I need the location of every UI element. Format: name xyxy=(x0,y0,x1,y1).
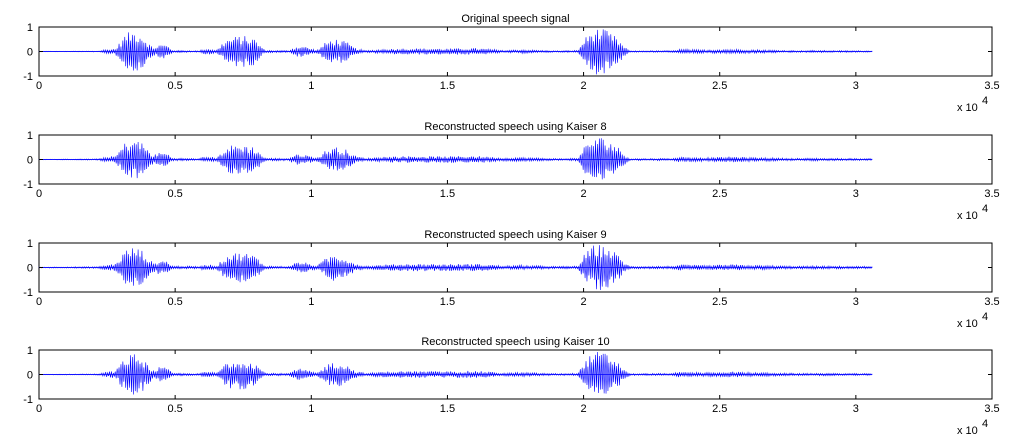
x-tick-label: 0 xyxy=(36,188,42,200)
x-tick-label: 3 xyxy=(853,403,859,415)
x-tick-label: 0.5 xyxy=(167,188,182,200)
y-tick-label: 0 xyxy=(27,370,33,382)
x-tick-label: 1 xyxy=(308,188,314,200)
x-tick-label: 2.5 xyxy=(712,188,727,200)
x-tick-label: 2.5 xyxy=(712,296,727,308)
x-tick-label: 3.5 xyxy=(984,188,999,200)
y-tick-label: -1 xyxy=(23,287,33,299)
x-tick-label: 0.5 xyxy=(167,296,182,308)
x-multiplier-exponent: 4 xyxy=(982,95,988,107)
x-tick-label: 1 xyxy=(308,80,314,92)
x-multiplier-label: x 10 xyxy=(957,318,978,330)
x-tick-label: 1.5 xyxy=(440,403,455,415)
signal-line xyxy=(38,245,873,290)
x-tick-label: 3.5 xyxy=(984,296,999,308)
subplot-title: Reconstructed speech using Kaiser 10 xyxy=(421,336,609,348)
x-multiplier-exponent: 4 xyxy=(982,418,988,430)
x-tick-label: 0.5 xyxy=(167,80,182,92)
x-tick-label: 1 xyxy=(308,403,314,415)
y-tick-label: 1 xyxy=(27,345,33,357)
subplot-3: Reconstructed speech using Kaiser 9 0 0.5 1… xyxy=(23,229,999,330)
x-tick-label: 0.5 xyxy=(167,403,182,415)
subplot-4: Reconstructed speech using Kaiser 10 0 0.5… xyxy=(23,336,999,437)
y-tick-label: 1 xyxy=(27,22,33,34)
x-tick-label: 3 xyxy=(853,80,859,92)
signal-line xyxy=(38,352,873,395)
x-multiplier-exponent: 4 xyxy=(982,203,988,215)
x-tick-label: 0 xyxy=(36,403,42,415)
y-tick-label: 0 xyxy=(27,263,33,275)
x-tick-label: 1.5 xyxy=(440,188,455,200)
x-multiplier-exponent: 4 xyxy=(982,311,988,323)
y-tick-label: 1 xyxy=(27,130,33,142)
x-tick-label: 2 xyxy=(581,188,587,200)
x-tick-label: 1.5 xyxy=(440,296,455,308)
subplot-title: Reconstructed speech using Kaiser 9 xyxy=(424,229,606,241)
y-tick-label: -1 xyxy=(23,71,33,83)
x-multiplier-label: x 10 xyxy=(957,425,978,437)
x-multiplier-label: x 10 xyxy=(957,102,978,114)
x-tick-label: 3 xyxy=(853,296,859,308)
y-tick-label: 0 xyxy=(27,155,33,167)
y-tick-label: 1 xyxy=(27,238,33,250)
x-tick-label: 2 xyxy=(581,403,587,415)
x-tick-label: 2 xyxy=(581,80,587,92)
y-tick-label: 0 xyxy=(27,47,33,59)
x-tick-label: 2 xyxy=(581,296,587,308)
signal-line xyxy=(38,29,873,75)
x-tick-label: 1 xyxy=(308,296,314,308)
subplot-title: Original speech signal xyxy=(461,13,569,25)
x-multiplier-label: x 10 xyxy=(957,210,978,222)
subplot-1: Original speech signal 0 0.5 1 1.5 2 2.5 3 3.5 -1… xyxy=(23,13,999,114)
x-tick-label: 2.5 xyxy=(712,403,727,415)
signal-line xyxy=(38,138,873,180)
y-tick-label: -1 xyxy=(23,394,33,406)
x-tick-label: 0 xyxy=(36,80,42,92)
x-tick-label: 1.5 xyxy=(440,80,455,92)
subplot-title: Reconstructed speech using Kaiser 8 xyxy=(424,121,606,133)
x-tick-label: 3.5 xyxy=(984,403,999,415)
x-tick-label: 2.5 xyxy=(712,80,727,92)
x-tick-label: 0 xyxy=(36,296,42,308)
subplot-2: Reconstructed speech using Kaiser 8 0 0.5 1… xyxy=(23,121,999,222)
y-tick-label: -1 xyxy=(23,179,33,191)
x-tick-label: 3 xyxy=(853,188,859,200)
x-tick-label: 3.5 xyxy=(984,80,999,92)
